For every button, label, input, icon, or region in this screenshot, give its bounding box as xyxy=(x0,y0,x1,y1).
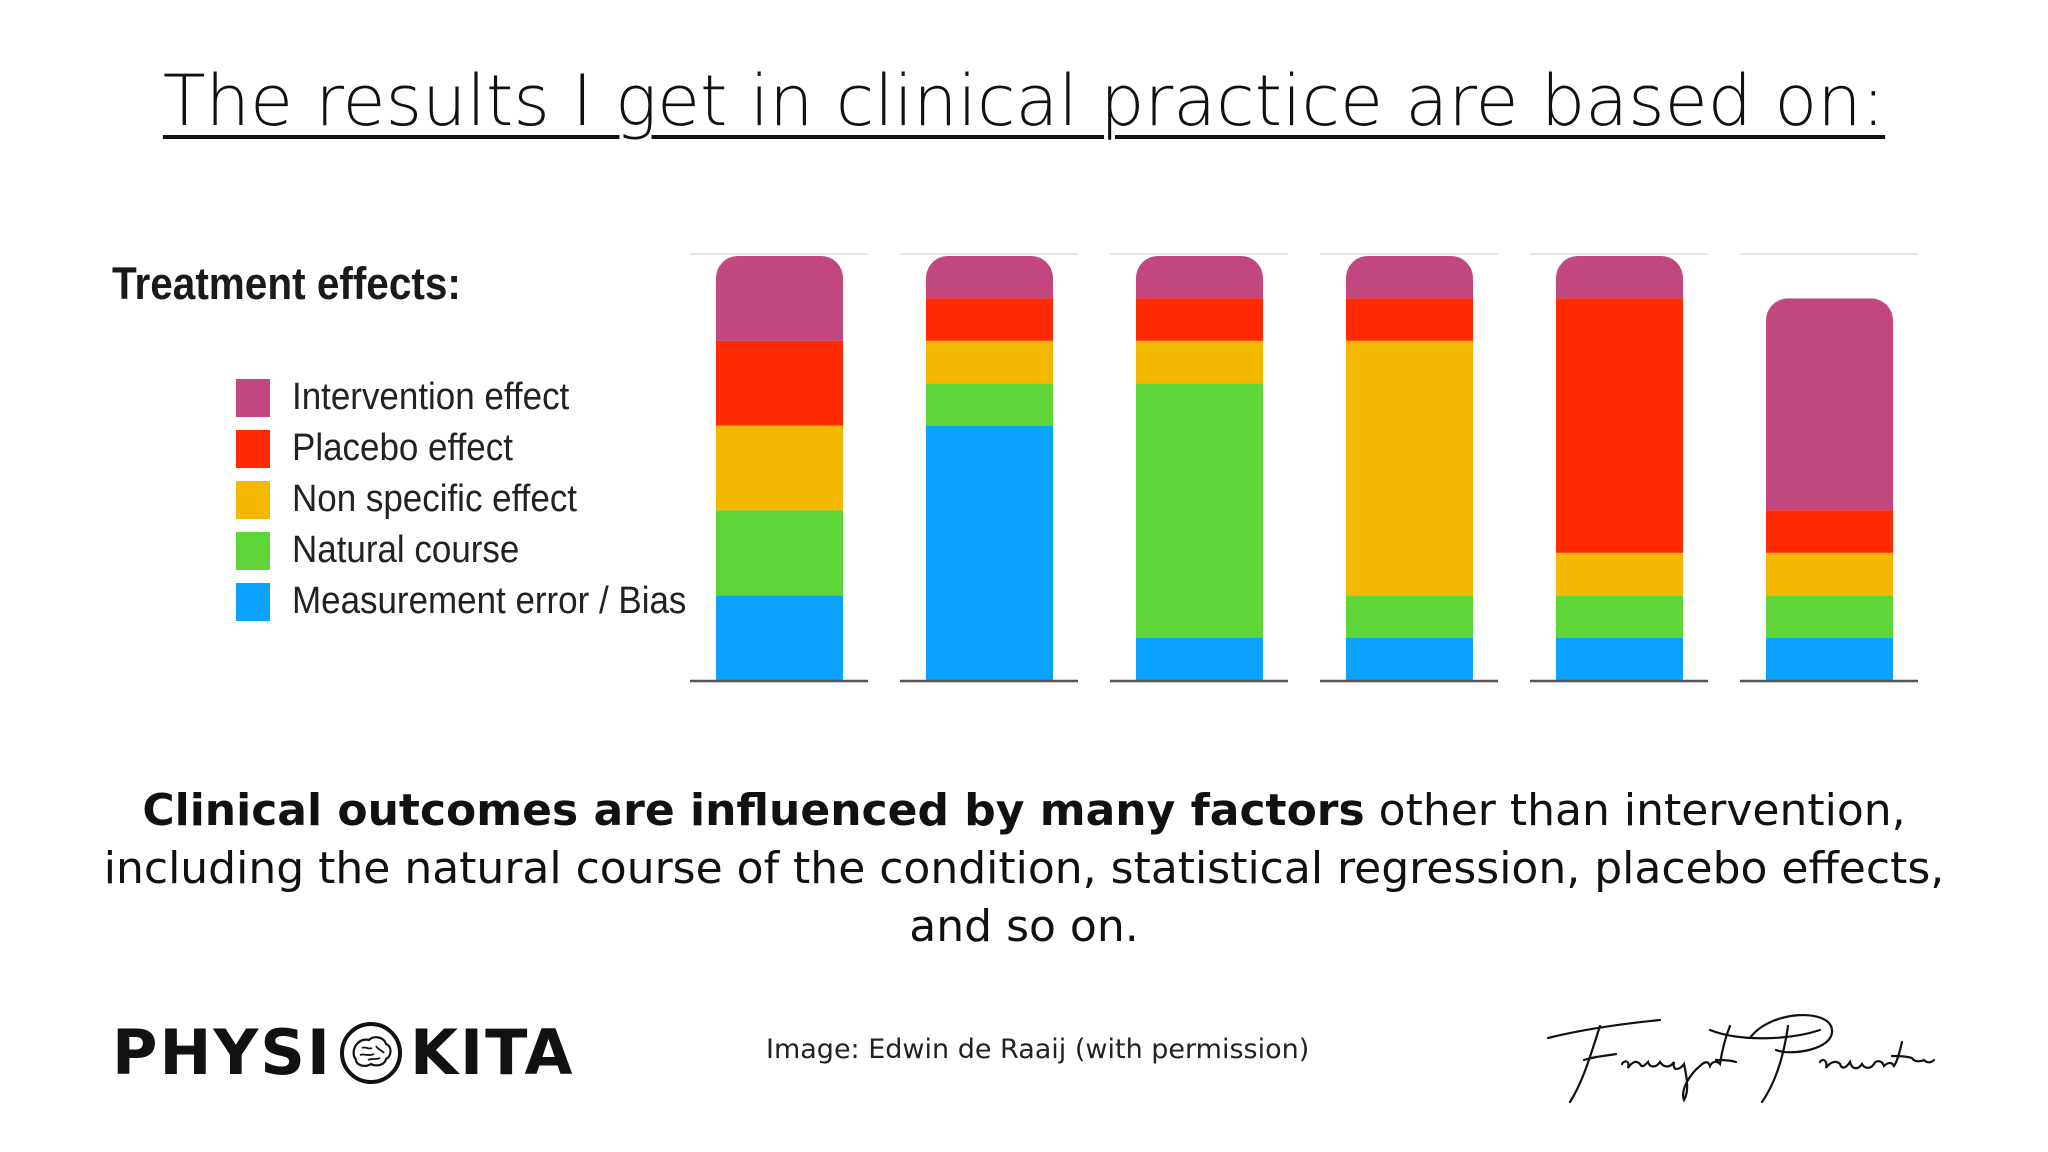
logo-text-left: PHYSI xyxy=(112,1016,332,1089)
bar-segment xyxy=(716,256,843,341)
bar-segment xyxy=(926,383,1053,426)
caption-line-1: Clinical outcomes are influenced by many… xyxy=(60,782,1988,840)
stacked-bars xyxy=(690,253,1918,683)
stacked-bar xyxy=(1530,253,1708,683)
image-credit: Image: Edwin de Raaij (with permission) xyxy=(766,1034,1310,1065)
stacked-bar xyxy=(1320,253,1498,683)
bar-segment xyxy=(716,595,843,680)
logo-text-right: KITA xyxy=(409,1016,575,1089)
bar-segment xyxy=(1136,637,1263,680)
chart-legend: Intervention effect Placebo effect Non spe… xyxy=(236,372,721,627)
bar-segment xyxy=(716,510,843,596)
caption-bold: Clinical outcomes are influenced by many… xyxy=(142,785,1365,836)
caption-rest: other than intervention, xyxy=(1364,785,1906,836)
legend-item: Intervention effect xyxy=(236,372,721,423)
bar-segment xyxy=(1136,340,1263,384)
legend-swatch xyxy=(236,480,270,519)
bar-segment xyxy=(716,340,843,426)
bar-segment xyxy=(1136,298,1263,341)
signature xyxy=(1546,1013,1936,1104)
bar-segment xyxy=(1346,298,1473,341)
bar-segment xyxy=(926,256,1053,299)
bar-segment xyxy=(1766,298,1893,511)
legend-item: Non specific effect xyxy=(236,474,721,525)
stacked-bar xyxy=(1740,253,1918,683)
bar-segment xyxy=(1346,637,1473,680)
caption-line-3: and so on. xyxy=(909,901,1139,952)
legend-item: Measurement error / Bias xyxy=(236,576,721,627)
physiokita-logo: PHYSI KITA xyxy=(112,1016,575,1089)
legend-label: Intervention effect xyxy=(292,376,570,418)
bar-segment xyxy=(926,298,1053,341)
bar-segment xyxy=(1346,340,1473,596)
bar-segment xyxy=(1136,383,1263,638)
legend-label: Measurement error / Bias xyxy=(292,580,687,622)
bar-segment xyxy=(1346,595,1473,638)
bar-segment xyxy=(926,340,1053,384)
stacked-bar xyxy=(690,253,868,683)
stacked-bar xyxy=(900,253,1078,683)
slide-title-text: The results I get in clinical practice a… xyxy=(162,60,1886,142)
legend-swatch xyxy=(236,531,270,570)
legend-label: Non specific effect xyxy=(292,478,578,520)
caption: Clinical outcomes are influenced by many… xyxy=(60,782,1988,956)
bar-segment xyxy=(1556,595,1683,638)
legend-title: Treatment effects: xyxy=(112,258,461,309)
treatment-effects-chart: Treatment effects: Intervention effect Pl… xyxy=(100,240,1960,710)
bar-segment xyxy=(1556,298,1683,553)
bar-segment xyxy=(1766,595,1893,638)
legend-label: Natural course xyxy=(292,529,520,571)
legend-label: Placebo effect xyxy=(292,427,513,469)
bar-segment xyxy=(1136,256,1263,299)
bar-segment xyxy=(1556,637,1683,680)
legend-swatch xyxy=(236,582,270,621)
bar-segment xyxy=(1766,510,1893,553)
legend-swatch xyxy=(236,378,270,417)
bar-segment xyxy=(1766,637,1893,680)
legend-item: Natural course xyxy=(236,525,721,576)
stacked-bar xyxy=(1110,253,1288,683)
brain-icon xyxy=(339,1021,402,1084)
bar-segment xyxy=(926,425,1053,680)
bar-segment xyxy=(1346,256,1473,299)
bar-segment xyxy=(1556,552,1683,596)
legend-swatch xyxy=(236,429,270,468)
caption-line-2: including the natural course of the cond… xyxy=(103,843,1945,894)
slide-title: The results I get in clinical practice a… xyxy=(0,56,2048,146)
bar-segment xyxy=(1556,256,1683,299)
bar-segment xyxy=(716,425,843,511)
bar-segment xyxy=(1766,552,1893,596)
legend-item: Placebo effect xyxy=(236,423,721,474)
